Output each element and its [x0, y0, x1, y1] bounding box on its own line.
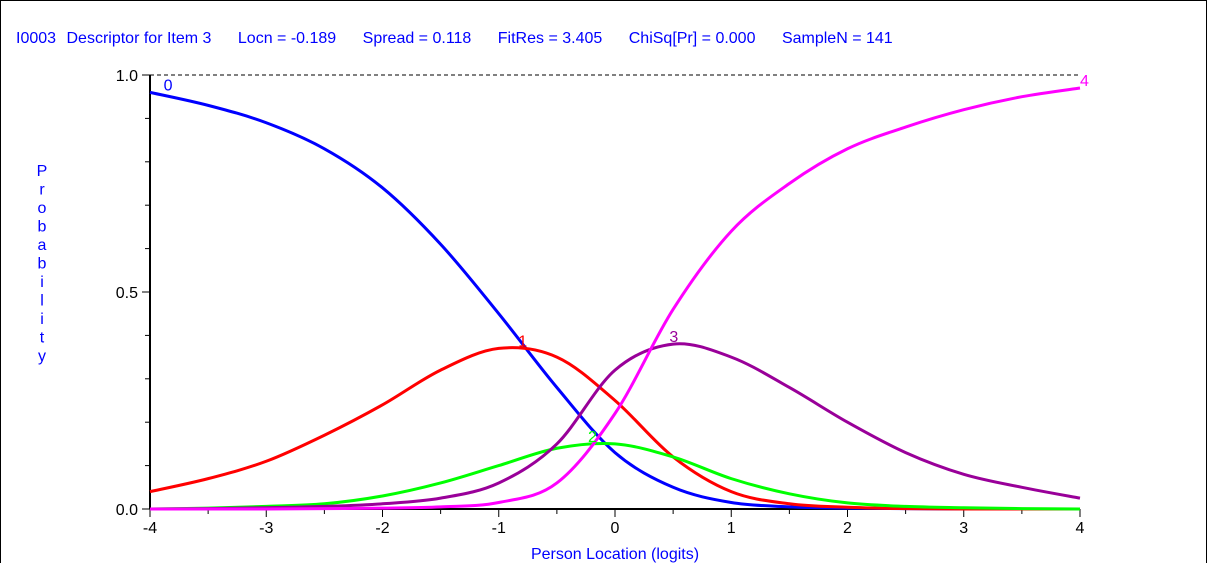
- y-axis-label-char: b: [38, 256, 47, 273]
- x-tick-label: -4: [143, 520, 157, 537]
- curve-category-2: [149, 441, 1081, 511]
- chisq-stat: ChiSq[Pr] = 0.000: [628, 30, 756, 47]
- curve-label-4: 4: [1080, 73, 1089, 90]
- y-axis-label-char: b: [38, 219, 47, 236]
- x-tick-label: -1: [492, 520, 506, 537]
- curve-label-0: 0: [164, 77, 173, 94]
- x-tick-label: -3: [259, 520, 273, 537]
- x-tick-label: 4: [1076, 520, 1085, 537]
- curve-label-1: 1: [518, 333, 527, 350]
- curve-label-3: 3: [669, 329, 678, 346]
- x-tick-label: 0: [611, 520, 620, 537]
- x-tick-label: -2: [375, 520, 389, 537]
- y-axis-label-char: t: [40, 330, 45, 347]
- spread-stat: Spread = 0.118: [362, 30, 472, 47]
- fitres-stat: FitRes = 3.405: [497, 30, 603, 47]
- y-axis-label-char: a: [38, 237, 47, 254]
- curve-label-2: 2: [588, 429, 597, 446]
- locn-stat: Locn = -0.189: [237, 30, 337, 47]
- item-code: I0003: [16, 30, 57, 47]
- item-descriptor: Descriptor for Item 3: [66, 30, 212, 47]
- y-axis-label-char: i: [40, 274, 44, 291]
- y-axis-label-char: i: [40, 311, 44, 328]
- y-axis-label-char: l: [40, 293, 44, 310]
- samplen-stat: SampleN = 141: [781, 30, 893, 47]
- chart-header: I0003 Descriptor for Item 3 Locn = -0.18…: [16, 30, 893, 48]
- y-axis-label-char: y: [38, 348, 46, 365]
- y-axis-label-char: o: [38, 200, 47, 217]
- x-tick-label: 2: [843, 520, 852, 537]
- curve-category-1: [149, 346, 1080, 511]
- curve-category-0: [149, 90, 1080, 511]
- x-axis-label: Person Location (logits): [531, 546, 699, 563]
- y-axis-label-char: P: [37, 163, 48, 180]
- y-tick-label: 0.0: [116, 502, 138, 519]
- y-axis-label-char: r: [39, 182, 45, 199]
- y-tick-label: 0.5: [116, 285, 138, 302]
- curve-category-4: [149, 86, 1081, 511]
- y-tick-label: 1.0: [116, 68, 138, 85]
- x-tick-label: 3: [959, 520, 968, 537]
- curve-category-3: [149, 342, 1081, 511]
- x-tick-label: 1: [727, 520, 736, 537]
